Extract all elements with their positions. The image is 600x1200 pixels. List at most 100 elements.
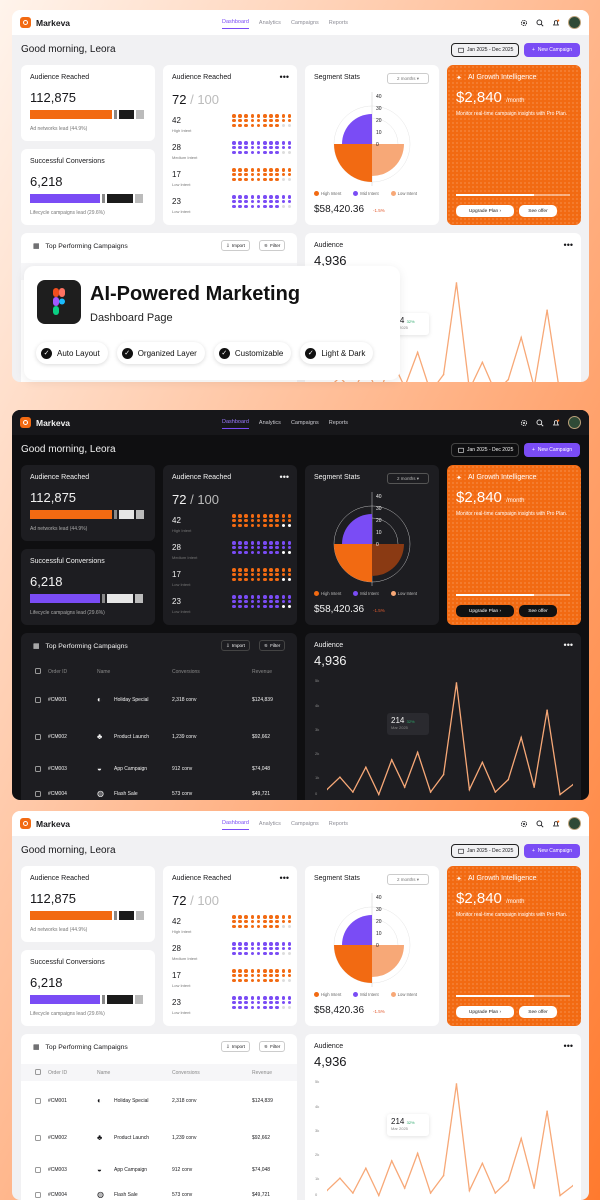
intent-dot bbox=[262, 568, 267, 572]
more-icon[interactable]: ••• bbox=[279, 72, 289, 82]
intent-dot bbox=[238, 568, 242, 572]
intent-dot bbox=[232, 195, 236, 199]
data-point bbox=[494, 791, 497, 793]
upgrade-plan-button[interactable]: Upgrade Plan › bbox=[456, 205, 514, 217]
period-dropdown[interactable]: 2 months ▾ bbox=[387, 874, 429, 885]
legend-low: Low Intent bbox=[391, 591, 417, 596]
intent-dot bbox=[250, 946, 255, 951]
nav-analytics[interactable]: Analytics bbox=[258, 19, 281, 26]
period-dropdown[interactable]: 2 months ▾ bbox=[387, 473, 429, 484]
row-checkbox[interactable] bbox=[35, 766, 41, 772]
segment-low-intent bbox=[372, 945, 404, 977]
gear-icon[interactable] bbox=[520, 820, 528, 828]
row-checkbox[interactable] bbox=[35, 1167, 41, 1173]
legend-high: High Intent bbox=[314, 992, 341, 997]
upgrade-plan-button[interactable]: Upgrade Plan › bbox=[456, 605, 514, 617]
avatar[interactable] bbox=[568, 416, 581, 429]
see-offer-button[interactable]: See offer bbox=[519, 205, 557, 217]
table-row[interactable]: #CM002 ♣ Product Launch 1,239 conv $92,662 bbox=[21, 1123, 297, 1153]
row-checkbox[interactable] bbox=[35, 1192, 41, 1198]
chart-tooltip: 214 32%Mar 2025 bbox=[387, 1114, 429, 1136]
nav-campaigns[interactable]: Campaigns bbox=[290, 19, 319, 26]
segment-legend: High Intent Mid Intent Low Intent bbox=[314, 591, 417, 596]
bell-icon[interactable] bbox=[552, 820, 560, 828]
feature-pill: ✓ Auto Layout bbox=[36, 342, 108, 364]
data-point bbox=[507, 1179, 510, 1182]
filter-button[interactable]: ⚟ Filter bbox=[259, 1041, 286, 1052]
intent-dot bbox=[275, 978, 279, 983]
new-campaign-button[interactable]: + New Campaign bbox=[524, 844, 580, 858]
intent-dots-low bbox=[232, 168, 293, 182]
new-campaign-button[interactable]: + New Campaign bbox=[524, 43, 580, 57]
bell-icon[interactable] bbox=[552, 19, 560, 27]
audience-series-line bbox=[327, 1083, 573, 1198]
period-dropdown[interactable]: 2 months ▾ bbox=[387, 73, 429, 84]
avatar[interactable] bbox=[568, 817, 581, 830]
date-range-button[interactable]: Jan 2025 - Dec 2025 bbox=[451, 443, 519, 457]
search-icon[interactable] bbox=[536, 820, 544, 828]
intent-dot bbox=[250, 595, 255, 599]
more-icon[interactable]: ••• bbox=[279, 472, 289, 482]
table-row[interactable]: #CM001 ◐ Holiday Special 2,318 conv $124,839 bbox=[21, 685, 297, 715]
nav-analytics[interactable]: Analytics bbox=[258, 419, 281, 426]
more-icon[interactable]: ••• bbox=[563, 1041, 573, 1051]
table-row[interactable]: #CM003 ◒ App Campaign 912 conv $74,048 bbox=[21, 754, 297, 784]
row-checkbox[interactable] bbox=[35, 734, 41, 740]
card-title: Segment Stats bbox=[314, 74, 360, 81]
date-range-button[interactable]: Jan 2025 - Dec 2025 bbox=[451, 844, 519, 858]
import-button[interactable]: ⇩ Import bbox=[221, 240, 250, 251]
intent-dot bbox=[256, 545, 261, 550]
nav-dashboard[interactable]: Dashboard bbox=[222, 16, 249, 29]
filter-button[interactable]: ⚟ Filter bbox=[259, 640, 286, 651]
table-row[interactable]: #CM004 ◍ Flash Sale 573 conv $49,721 bbox=[21, 1180, 297, 1200]
more-icon[interactable]: ••• bbox=[563, 240, 573, 250]
intent-dot bbox=[256, 172, 261, 177]
bell-icon[interactable] bbox=[552, 419, 560, 427]
nav-campaigns[interactable]: Campaigns bbox=[290, 419, 319, 426]
intent-dot bbox=[238, 177, 242, 182]
gear-icon[interactable] bbox=[520, 19, 528, 27]
table-row[interactable]: #CM003 ◒ App Campaign 912 conv $74,048 bbox=[21, 1155, 297, 1185]
card-title: Audience Reached bbox=[30, 474, 90, 481]
row-checkbox[interactable] bbox=[35, 697, 41, 703]
table-row[interactable]: #CM004 ◍ Flash Sale 573 conv $49,721 bbox=[21, 779, 297, 800]
import-button[interactable]: ⇩ Import bbox=[221, 1041, 250, 1052]
gear-icon[interactable] bbox=[520, 419, 528, 427]
intent-dot bbox=[269, 595, 273, 599]
plan-period: /month bbox=[506, 899, 525, 905]
more-icon[interactable]: ••• bbox=[563, 640, 573, 650]
nav-campaigns[interactable]: Campaigns bbox=[290, 820, 319, 827]
upgrade-plan-button[interactable]: Upgrade Plan › bbox=[456, 1006, 514, 1018]
select-all-checkbox[interactable] bbox=[35, 1069, 41, 1075]
more-icon[interactable]: ••• bbox=[279, 873, 289, 883]
filter-button[interactable]: ⚟ Filter bbox=[259, 240, 286, 251]
nav-reports[interactable]: Reports bbox=[328, 19, 349, 26]
row-checkbox[interactable] bbox=[35, 1135, 41, 1141]
nav-reports[interactable]: Reports bbox=[328, 419, 349, 426]
search-icon[interactable] bbox=[536, 19, 544, 27]
select-all-checkbox[interactable] bbox=[35, 668, 41, 674]
import-button[interactable]: ⇩ Import bbox=[221, 640, 250, 651]
new-campaign-button[interactable]: + New Campaign bbox=[524, 443, 580, 457]
search-icon[interactable] bbox=[536, 419, 544, 427]
nav-dashboard[interactable]: Dashboard bbox=[222, 817, 249, 830]
filter-label: Filter bbox=[270, 1044, 281, 1049]
see-offer-button[interactable]: See offer bbox=[519, 605, 557, 617]
axis-label: 0 bbox=[376, 943, 379, 949]
table-row[interactable]: #CM002 ♣ Product Launch 1,239 conv $92,662 bbox=[21, 722, 297, 752]
row-checkbox[interactable] bbox=[35, 791, 41, 797]
see-offer-button[interactable]: See offer bbox=[519, 1006, 557, 1018]
intent-row-label: Low Intent bbox=[172, 209, 191, 214]
feature-badge: AI-Powered Marketing Dashboard Page ✓ Aut… bbox=[24, 266, 400, 380]
avatar[interactable] bbox=[568, 16, 581, 29]
legend-mid: Mid Intent bbox=[353, 591, 378, 596]
nav-analytics[interactable]: Analytics bbox=[258, 820, 281, 827]
date-range-button[interactable]: Jan 2025 - Dec 2025 bbox=[451, 43, 519, 57]
nav-dashboard[interactable]: Dashboard bbox=[222, 416, 249, 429]
row-checkbox[interactable] bbox=[35, 1098, 41, 1104]
top-navigation: Markeva Dashboard Analytics Campaigns Re… bbox=[12, 811, 589, 836]
audience-chart-value: 4,936 bbox=[314, 1054, 347, 1069]
nav-reports[interactable]: Reports bbox=[328, 820, 349, 827]
audience-series-line bbox=[327, 682, 573, 797]
table-row[interactable]: #CM001 ◐ Holiday Special 2,318 conv $124,839 bbox=[21, 1086, 297, 1116]
